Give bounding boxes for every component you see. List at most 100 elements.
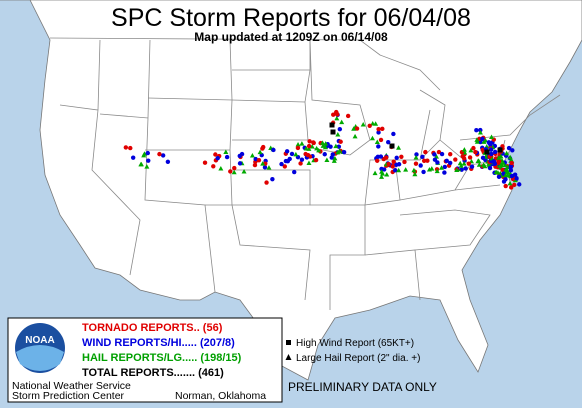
hail-report	[141, 151, 147, 156]
wind-report	[487, 165, 493, 171]
tornado-report	[503, 183, 508, 189]
wind-report	[328, 144, 333, 149]
center: Storm Prediction Center	[12, 390, 125, 402]
hail-report	[295, 141, 301, 147]
agency: National Weather Service	[12, 380, 131, 392]
wind-report	[491, 159, 496, 164]
hail-report	[306, 160, 312, 165]
tornado-report	[313, 157, 319, 163]
hail-report	[334, 115, 340, 121]
tornado-report	[252, 162, 258, 168]
tornado-report	[376, 127, 381, 132]
wind-report	[391, 131, 396, 137]
hail-report	[293, 151, 299, 157]
hail-report	[144, 164, 150, 169]
tornado-report	[512, 182, 517, 188]
hail-report	[331, 158, 337, 163]
wind-report	[514, 175, 519, 181]
wind-report	[130, 155, 136, 160]
wind-report	[418, 163, 423, 168]
wind-report	[480, 155, 486, 161]
hail-report	[396, 145, 402, 150]
wind-report	[489, 151, 494, 157]
wind-report	[146, 158, 151, 163]
hail-report	[260, 161, 266, 166]
hail-report	[489, 134, 495, 139]
tornado-report	[466, 161, 471, 166]
tornado-report	[402, 159, 407, 165]
high-wind-report	[389, 143, 395, 149]
wind-report	[480, 136, 485, 142]
wind-report	[488, 141, 493, 146]
wind-report	[517, 182, 522, 187]
tornado-report	[391, 159, 396, 164]
wind-report	[509, 173, 515, 179]
wind-report	[496, 174, 502, 180]
hail-report	[138, 161, 144, 167]
wind-report	[508, 164, 514, 170]
wind-report	[299, 157, 305, 162]
hail-report	[323, 141, 329, 146]
hail-report	[223, 149, 229, 155]
hail-report	[499, 162, 505, 168]
wind-report	[237, 153, 242, 159]
symbol-label: Large Hail Report (2" dia. +)	[296, 353, 420, 364]
hail-report	[384, 171, 390, 177]
hail-report	[434, 168, 440, 174]
hail-report	[299, 141, 305, 146]
tornado-report	[128, 145, 133, 151]
tornado-report	[228, 169, 233, 174]
tornado-report	[473, 149, 478, 155]
wind-report	[284, 149, 290, 154]
wind-report	[442, 164, 448, 170]
tornado-report	[380, 126, 385, 132]
land	[0, 0, 582, 381]
hail-report	[495, 170, 501, 175]
tornado-report	[471, 145, 476, 151]
state-lines	[49, 37, 561, 310]
wind-report	[224, 154, 230, 160]
hail-report	[507, 180, 513, 186]
hail-report	[505, 169, 511, 174]
wind-report	[165, 159, 171, 164]
hail-report	[461, 161, 467, 166]
hail-report	[379, 169, 385, 174]
hail-report	[477, 130, 483, 135]
tornado-report	[367, 123, 372, 128]
subtitle: Map updated at 1209Z on 06/14/08	[194, 30, 388, 44]
wind-report	[492, 149, 498, 155]
tornado-report	[509, 185, 514, 190]
hail-report	[496, 155, 502, 160]
hail-report	[476, 158, 482, 163]
symbol-label: High Wind Report (65KT+)	[296, 338, 414, 349]
tornado-report	[399, 154, 404, 160]
tornado-report	[378, 137, 384, 143]
tornado-report	[261, 144, 266, 150]
wind-report	[379, 166, 384, 172]
high-wind-report	[329, 122, 335, 128]
wind-report	[341, 149, 347, 155]
hail-report	[468, 147, 474, 153]
tornado-report	[306, 143, 312, 149]
location: Norman, Oklahoma	[175, 390, 266, 402]
hail-report	[439, 165, 445, 170]
tornado-report	[305, 153, 311, 158]
tornado-report	[338, 139, 343, 144]
tornado-report	[202, 160, 208, 165]
wind-report	[469, 164, 475, 169]
hail-report	[352, 133, 358, 139]
wind-report	[488, 147, 494, 152]
hail-report	[266, 165, 272, 170]
wind-report	[376, 130, 381, 135]
tornado-report	[298, 161, 303, 166]
legend-row: TORNADO REPORTS.. (56)	[82, 322, 223, 334]
wind-report	[394, 155, 399, 160]
wind-report	[237, 161, 243, 166]
hail-report	[257, 149, 263, 155]
wind-report	[478, 127, 483, 133]
hail-report	[314, 145, 320, 151]
tornado-report	[307, 139, 312, 144]
tornado-report	[211, 164, 216, 169]
tornado-report	[421, 158, 427, 163]
hail-report	[507, 154, 513, 160]
